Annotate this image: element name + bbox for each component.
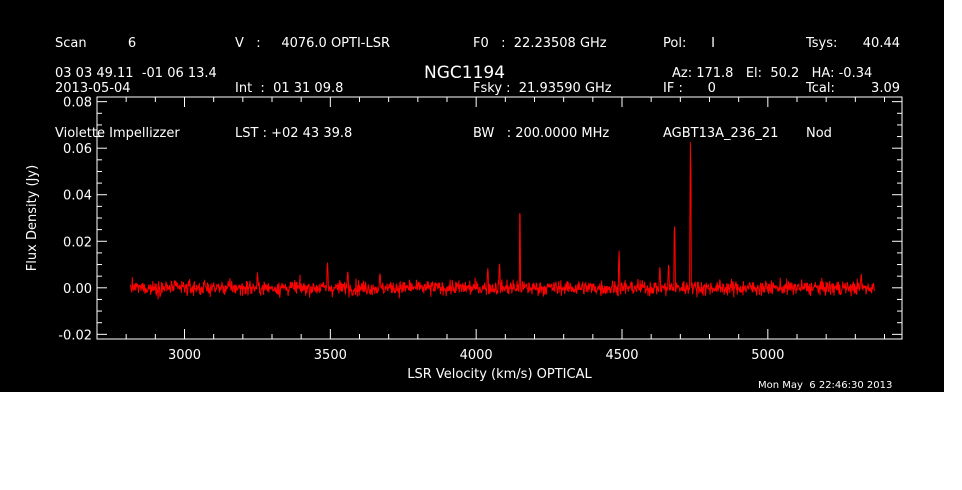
y-tick-label: 0.00 (63, 282, 92, 297)
plot-timestamp: Mon May 6 22:46:30 2013 (758, 380, 893, 391)
integration-time: Int : 01 31 09.8 (235, 81, 344, 96)
axes-frame (96, 96, 903, 340)
tsys-value: 40.44 (862, 36, 900, 51)
observer-name: Violette Impellizzer (55, 126, 180, 141)
y-tick-label: -0.02 (58, 328, 92, 343)
polarization: Pol: I (663, 36, 715, 51)
y-axis-title: Flux Density (Jy) (25, 165, 40, 271)
source-name: NGC1194 (424, 63, 506, 83)
tsys-label: Tsys: (806, 36, 838, 51)
x-tick-label: 3000 (168, 348, 201, 363)
source-coordinates: 03 03 49.11 -01 06 13.4 (55, 66, 217, 81)
if-number: IF : 0 (663, 81, 716, 96)
az-el-ha: Az: 171.8 El: 50.2 HA: -0.34 (672, 66, 873, 81)
header-col-frequency: F0 : 22.23508 GHz Fsky : 21.93590 GHz BW… (473, 6, 612, 156)
sky-frequency: Fsky : 21.93590 GHz (473, 81, 612, 96)
x-tick-label: 3500 (314, 348, 347, 363)
y-tick-label: 0.02 (63, 235, 92, 250)
y-tick-label: 0.04 (63, 189, 92, 204)
header-col-polarization: Pol: I IF : 0 AGBT13A_236_21 (663, 6, 778, 156)
plot-panel (0, 0, 944, 392)
header-col-scan: Scan 6 2013-05-04 Violette Impellizzer (55, 6, 180, 156)
y-tick-label: 0.08 (63, 96, 92, 111)
bandwidth: BW : 200.0000 MHz (473, 126, 610, 141)
tcal-label: Tcal: (806, 81, 835, 96)
x-axis-title: LSR Velocity (km/s) OPTICAL (407, 367, 592, 382)
lst-value: LST : +02 43 39.8 (235, 126, 353, 141)
ticks-layer: 3000 3500 4000 4500 5000 -0.02 0.00 0.02 0.04 0.0… (58, 96, 902, 363)
observation-date: 2013-05-04 (55, 81, 131, 96)
header-col-velocity: V : 4076.0 OPTI-LSR Int : 01 31 09.8 LST… (235, 6, 390, 156)
scan-number: Scan 6 (55, 36, 137, 51)
y-tick-label: 0.06 (63, 142, 92, 157)
x-tick-label: 4500 (605, 348, 638, 363)
project-id: AGBT13A_236_21 (663, 126, 779, 141)
header-col-tsys-labels: Tsys: Tcal: Nod (806, 6, 837, 156)
spectrum-trace (130, 142, 875, 300)
x-tick-label: 5000 (751, 348, 784, 363)
trace-layer (130, 142, 875, 300)
x-tick-label: 4000 (460, 348, 493, 363)
tcal-value: 3.09 (871, 81, 900, 96)
header-col-tsys-values: 40.44 3.09 (856, 6, 900, 141)
rest-frequency: F0 : 22.23508 GHz (473, 36, 607, 51)
velocity-value: V : 4076.0 OPTI-LSR (235, 36, 391, 51)
procedure-name: Nod (806, 126, 832, 141)
